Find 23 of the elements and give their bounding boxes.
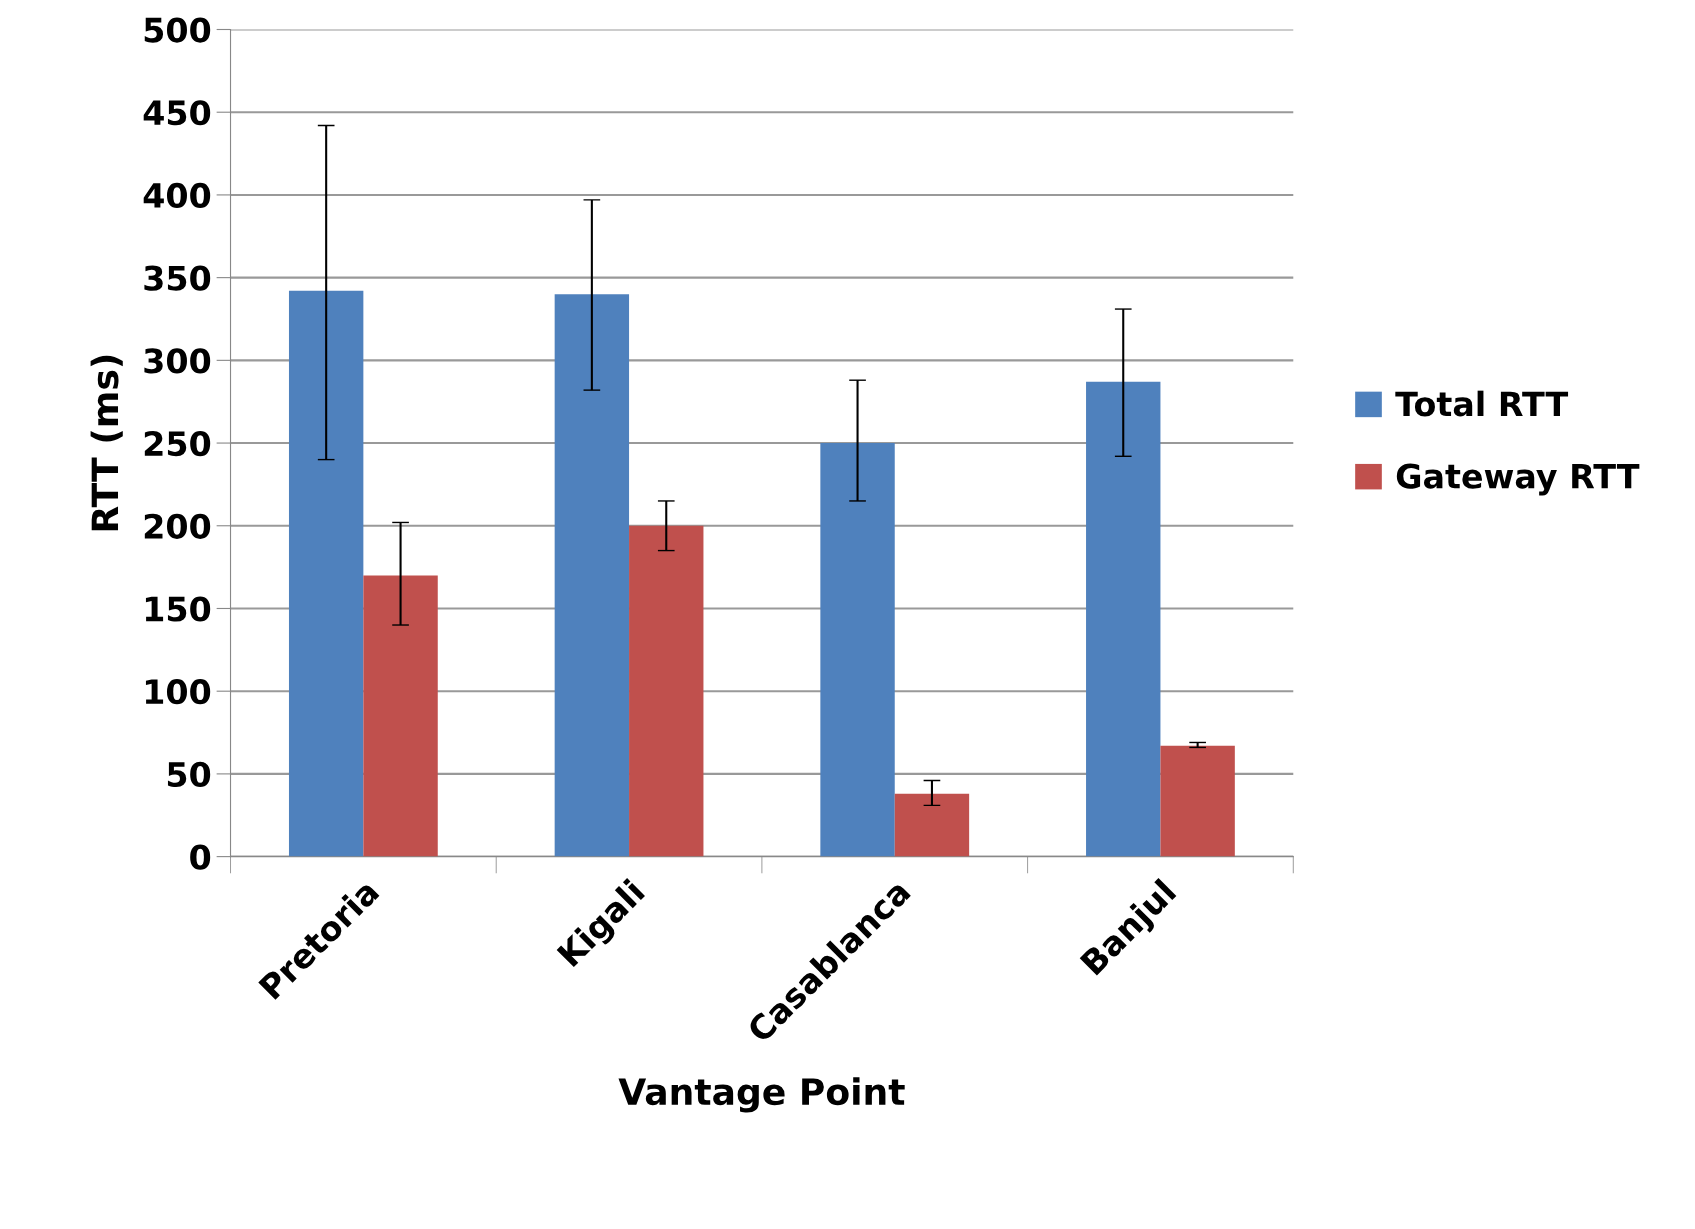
y-tick-label: 50 [167, 761, 211, 788]
y-tick-label: 300 [144, 348, 211, 374]
bar [363, 575, 438, 857]
bar [820, 443, 895, 857]
bar [894, 793, 970, 857]
bar [629, 525, 704, 857]
y-tick-label: 400 [143, 182, 211, 209]
y-tick-label: 0 [190, 844, 211, 870]
bar [554, 294, 630, 857]
legend-label: Gateway RTT [1396, 463, 1640, 496]
y-axis-title: RTT (ms) [90, 355, 123, 531]
legend-label: Total RTT [1395, 390, 1569, 417]
y-tick-label: 200 [144, 513, 211, 539]
y-tick-label: 350 [144, 265, 211, 291]
y-tick-label: 500 [144, 17, 211, 43]
y-tick-label: 450 [143, 100, 211, 126]
x-axis-title: Vantage Point [618, 1077, 905, 1113]
bar [1160, 745, 1235, 857]
y-tick-label: 250 [144, 430, 211, 457]
y-tick-label: 150 [145, 596, 211, 622]
bar [288, 290, 364, 857]
y-tick-label: 100 [145, 679, 211, 705]
bar [1086, 381, 1161, 857]
